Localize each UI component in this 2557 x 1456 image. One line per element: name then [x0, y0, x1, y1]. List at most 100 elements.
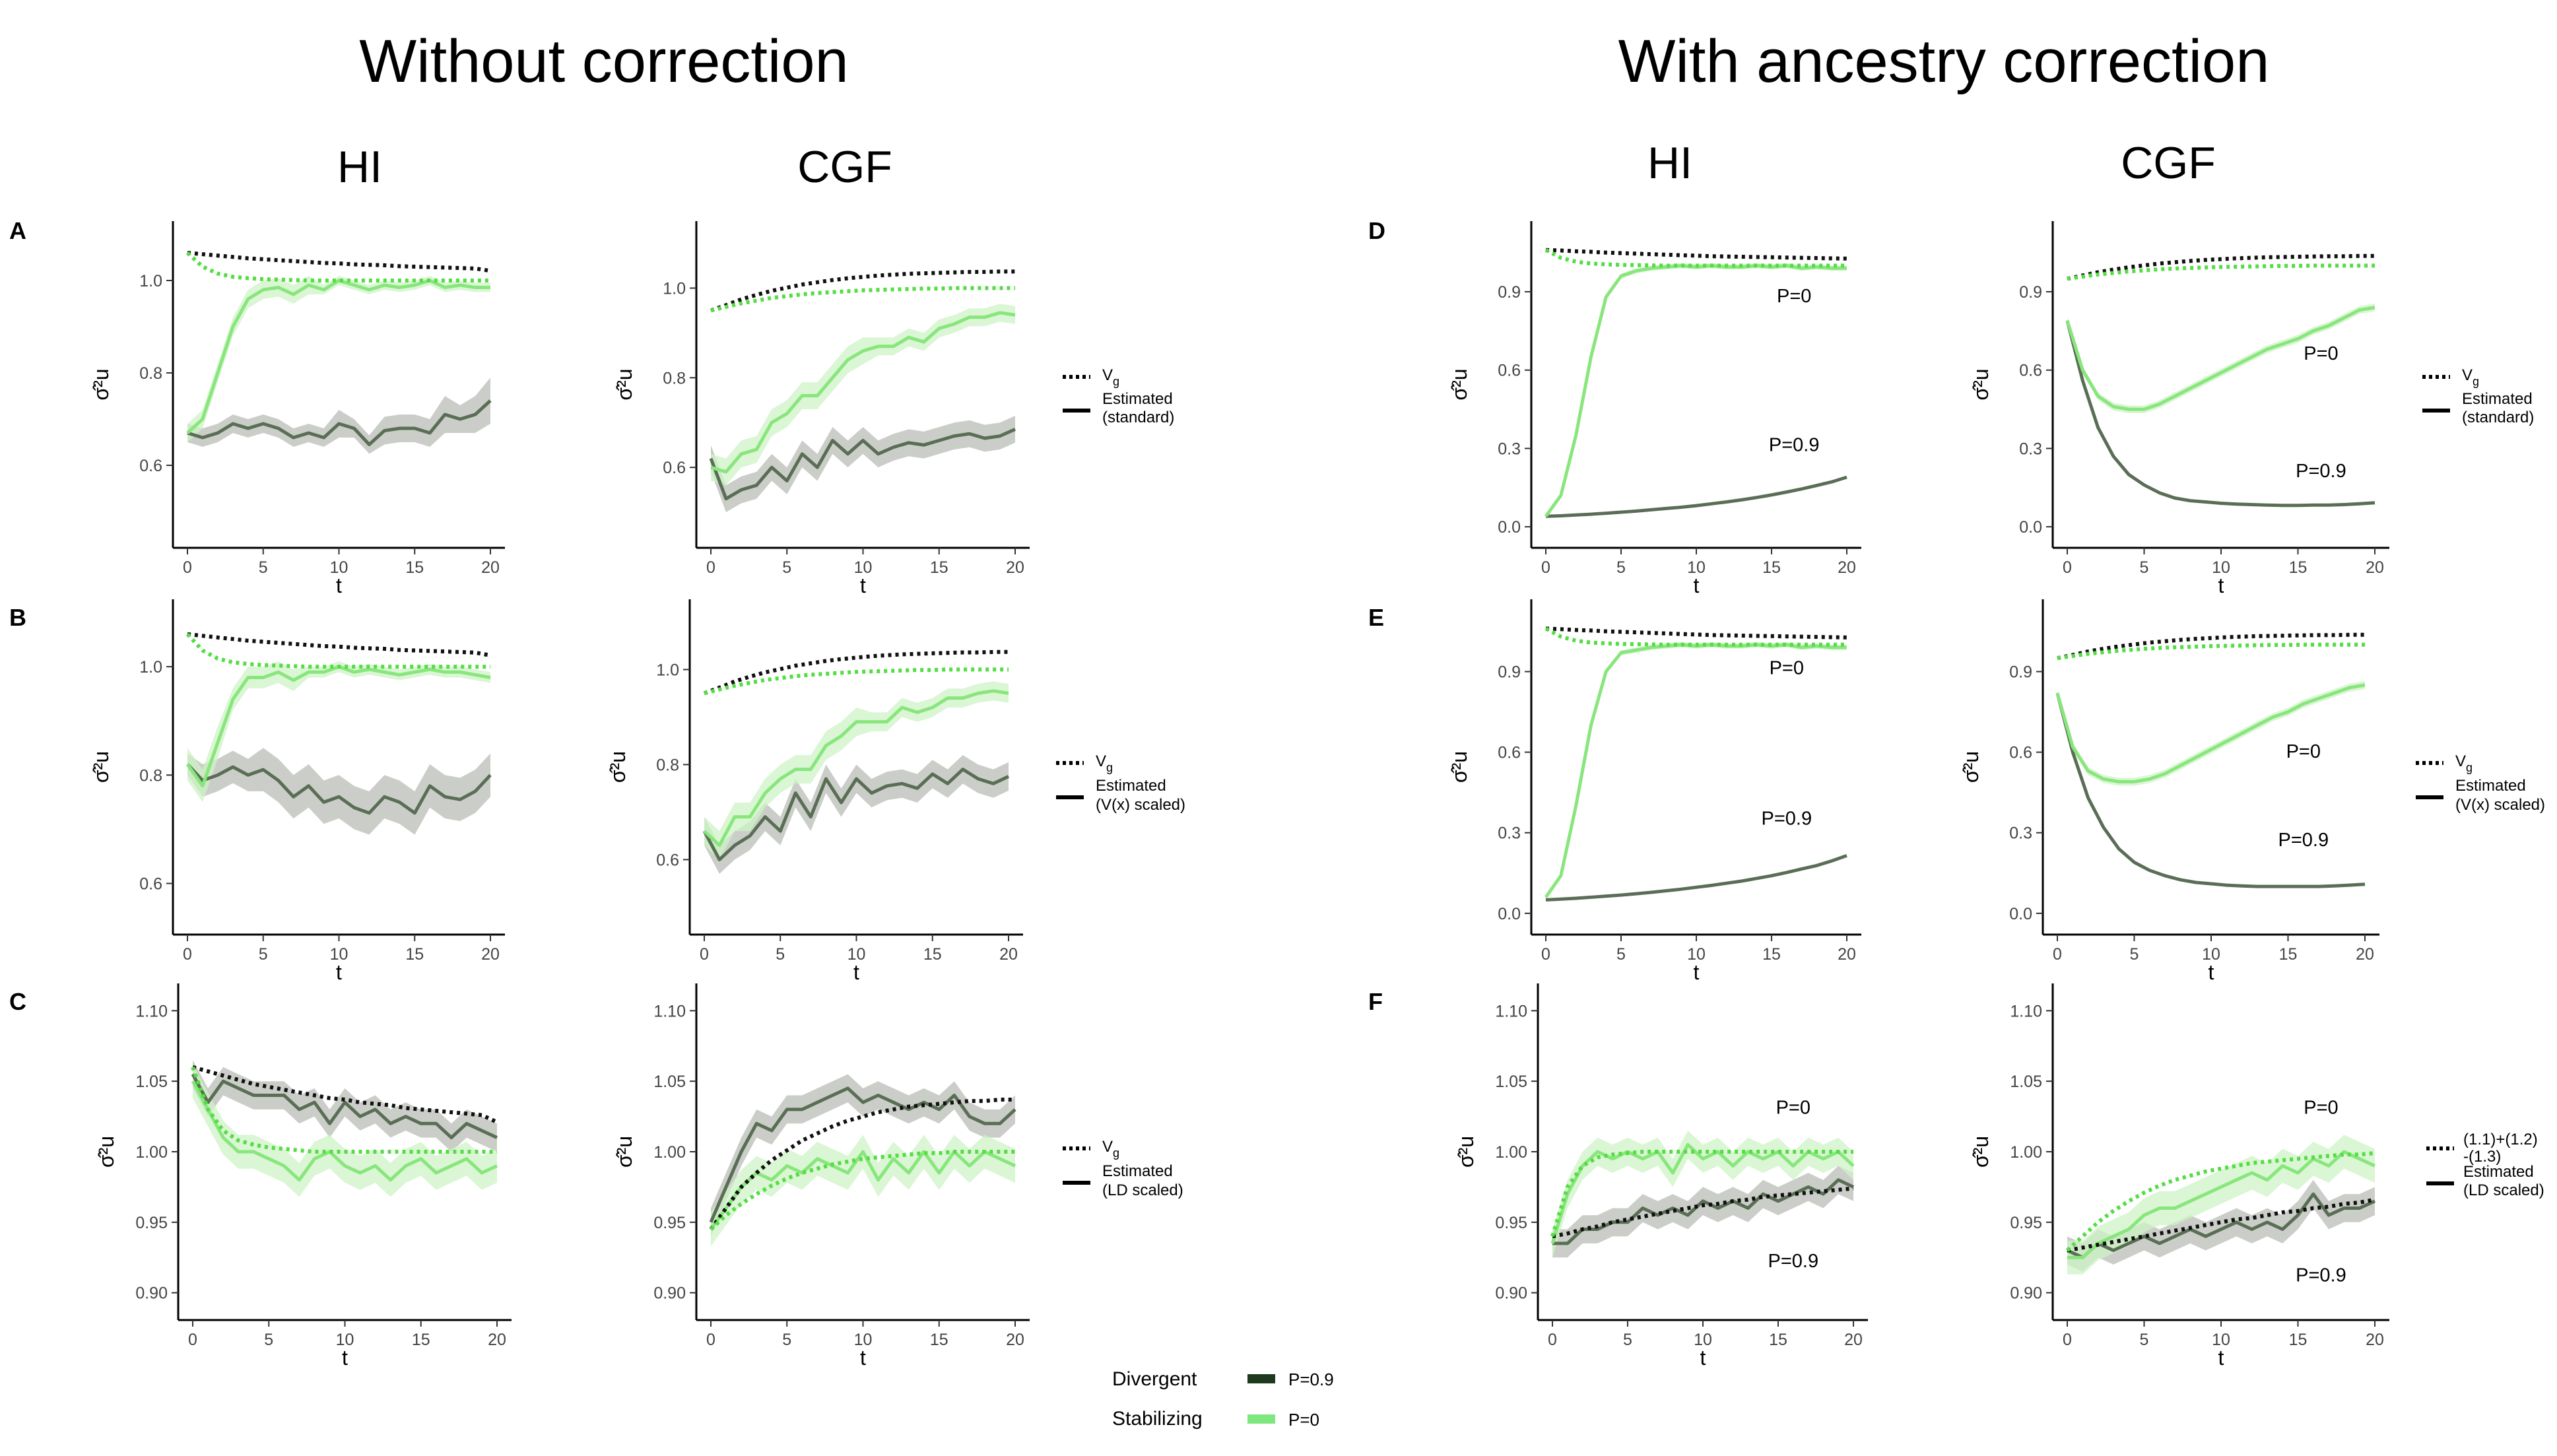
legend-b: Vg Estimated (V(x) scaled) [1056, 752, 1185, 814]
header-without-correction: Without correction [359, 28, 848, 95]
x-tick-label: 0 [188, 1331, 197, 1349]
x-axis-label: t [336, 574, 342, 597]
x-tick-label: 15 [930, 558, 948, 577]
legend-estimated-label: Estimated [1102, 1162, 1173, 1180]
series-line [186, 763, 492, 815]
confidence-band [187, 378, 490, 454]
x-tick-label: 5 [264, 1331, 273, 1349]
chart-f-cgf: 0.90 0.95 1.00 1.05 1.10 0 5 10 15 20 t σ̂²u P=0 P=0.… [1969, 983, 2389, 1370]
x-tick-label: 20 [481, 945, 500, 964]
x-tick-label: 0 [2063, 1331, 2072, 1349]
x-axis-label: t [1694, 960, 1700, 984]
confidence-band [187, 661, 490, 803]
series-line [709, 428, 1016, 501]
panel-label-a: A [9, 217, 26, 244]
chart-c-hi: 0.90 0.95 1.00 1.05 1.10 0 5 10 15 20 t σ̂²u [94, 983, 512, 1370]
series-line [703, 649, 1009, 696]
series-line [191, 1080, 498, 1182]
confidence-band [1552, 1131, 1853, 1258]
x-tick-label: 15 [923, 945, 942, 964]
series-line [2067, 1150, 2376, 1259]
y-tick-label: 0.6 [2019, 362, 2042, 380]
series-line [2067, 253, 2375, 281]
panel-label-e: E [1368, 604, 1384, 631]
legend-f: (1.1)+(1.2) -(1.3) Estimated (LD scaled) [2426, 1131, 2544, 1199]
x-axis-label: t [860, 1346, 866, 1370]
annotation: P=0 [2286, 741, 2321, 762]
series-line [709, 1086, 1016, 1223]
x-tick-label: 10 [854, 1331, 873, 1349]
y-tick-label: 0.90 [1495, 1284, 1527, 1303]
legend-e: Vg Estimated (V(x) scaled) [2416, 752, 2545, 814]
y-tick-label: 0.90 [135, 1284, 168, 1303]
confidence-band [711, 416, 1015, 512]
x-axis-label: t [2218, 574, 2224, 597]
series-line [1545, 626, 1847, 640]
x-axis-label: t [2208, 960, 2214, 984]
legend-c: Vg Estimated (LD scaled) [1063, 1138, 1183, 1199]
y-axis-label: σ̂²u [89, 368, 113, 400]
x-tick-label: 15 [405, 945, 424, 964]
series-line [1544, 248, 1847, 268]
series-line [187, 251, 491, 273]
x-tick-label: 10 [2212, 1331, 2230, 1349]
y-tick-label: 1.10 [1495, 1002, 1527, 1020]
y-axis-label: σ̂²u [613, 1136, 636, 1168]
y-axis-label: σ̂²u [1447, 368, 1471, 400]
panel-label-f: F [1368, 988, 1383, 1015]
chart-f-hi: 0.90 0.95 1.00 1.05 1.10 0 5 10 15 20 t σ̂²u P=0 P=0.… [1454, 983, 1868, 1370]
x-tick-label: 0 [183, 558, 192, 577]
column-title-cgf-left: CGF [797, 142, 892, 192]
series-line [1545, 853, 1847, 902]
series-line [187, 399, 492, 446]
series-line [1544, 643, 1847, 898]
y-tick-label: 0.3 [1498, 440, 1521, 458]
chart-c-cgf: 0.90 0.95 1.00 1.05 1.10 0 5 10 15 20 t σ̂²u [613, 983, 1030, 1370]
panel-label-d: D [1368, 217, 1385, 244]
series-line [1545, 475, 1847, 518]
x-tick-label: 15 [405, 558, 424, 577]
legend-vg-label: Vg [2455, 752, 2473, 774]
legend-estimated-sublabel: (standard) [2462, 409, 2534, 426]
chart-e-cgf: 0.0 0.3 0.6 0.9 0 5 10 15 20 t σ̂²u P=0 P=0.9 [1959, 599, 2379, 984]
series-line [703, 689, 1009, 847]
annotation: P=0 [2304, 1097, 2338, 1118]
annotation: P=0.9 [2296, 461, 2346, 482]
y-axis-label: σ̂²u [1454, 1136, 1478, 1168]
confidence-band [193, 1064, 497, 1197]
series-line [702, 768, 1010, 861]
chart-a-hi: 0.6 0.8 1.0 0 5 10 15 20 t σ̂²u [89, 221, 505, 597]
legend-estimated-label: Estimated [2463, 1163, 2534, 1181]
chart-b-cgf: 0.6 0.8 1.0 0 5 10 15 20 t σ̂²u [606, 599, 1023, 984]
y-tick-label: 1.10 [135, 1002, 168, 1020]
legend-estimated-label: Estimated [2455, 777, 2526, 795]
legend-estimated-label: Estimated [2462, 390, 2533, 408]
x-axis-label: t [2218, 1346, 2224, 1370]
legend-estimated-sublabel: (standard) [1102, 409, 1174, 426]
legend-estimated-sublabel: (LD scaled) [2463, 1181, 2544, 1199]
y-tick-label: 0.90 [2010, 1284, 2042, 1303]
series-line [1550, 1142, 1855, 1244]
x-axis-label: t [1700, 1346, 1706, 1370]
confidence-band [711, 304, 1015, 486]
x-tick-label: 5 [782, 558, 791, 577]
column-title-cgf-right: CGF [2121, 138, 2216, 188]
x-tick-label: 10 [2202, 945, 2220, 964]
series-line [192, 1065, 498, 1124]
y-tick-label: 0.0 [2009, 905, 2032, 923]
y-tick-label: 0.0 [2019, 518, 2042, 537]
x-tick-label: 0 [706, 1331, 715, 1349]
legend-estimated-sublabel: (V(x) scaled) [2455, 796, 2545, 814]
y-axis-label: σ̂²u [613, 368, 636, 400]
chart-b-hi: 0.6 0.8 1.0 0 5 10 15 20 t σ̂²u [89, 599, 505, 984]
y-tick-label: 0.90 [653, 1284, 686, 1303]
legend-expression-label: (1.1)+(1.2) [2463, 1131, 2538, 1148]
series-line [2067, 263, 2375, 281]
x-tick-label: 5 [2140, 558, 2149, 577]
x-tick-label: 0 [706, 558, 715, 577]
x-tick-label: 5 [2140, 1331, 2149, 1349]
y-tick-label: 0.6 [1498, 744, 1521, 762]
x-tick-label: 0 [2063, 558, 2072, 577]
y-tick-label: 0.95 [135, 1214, 168, 1232]
x-tick-label: 10 [1687, 945, 1706, 964]
